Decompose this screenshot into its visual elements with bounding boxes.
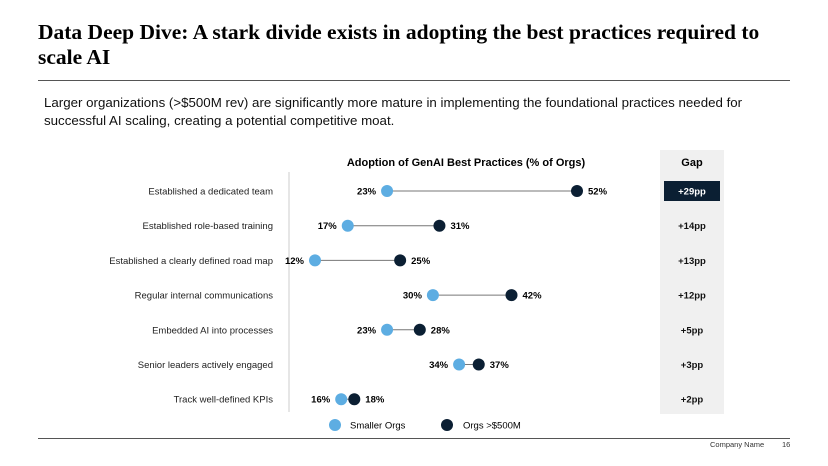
title-divider	[38, 80, 790, 81]
legend-label-large: Orgs >$500M	[463, 421, 521, 432]
point-smaller-orgs	[309, 254, 321, 267]
data-label-smaller: 16%	[311, 395, 331, 406]
data-label-large: 31%	[450, 221, 470, 232]
point-smaller-orgs	[381, 185, 394, 197]
slide-title: Data Deep Dive: A stark divide exists in…	[38, 20, 760, 69]
point-large-orgs	[413, 323, 426, 336]
category-label: Established a clearly defined road map	[109, 256, 273, 267]
footer-divider	[38, 438, 790, 439]
point-large-orgs	[394, 254, 407, 267]
data-label-smaller: 23%	[357, 325, 377, 336]
data-label-large: 52%	[588, 187, 608, 198]
data-label-large: 28%	[431, 325, 451, 336]
data-label-smaller: 17%	[318, 221, 338, 232]
gap-label: +5pp	[681, 325, 704, 336]
gap-label: +13pp	[678, 256, 706, 267]
category-label: Established a dedicated team	[148, 187, 273, 198]
data-label-smaller: 34%	[429, 360, 449, 371]
point-smaller-orgs	[426, 289, 439, 302]
point-smaller-orgs	[335, 393, 348, 406]
gap-label: +29pp	[678, 187, 706, 198]
category-label: Track well-defined KPIs	[174, 395, 274, 406]
point-large-orgs	[472, 358, 485, 371]
data-label-large: 42%	[523, 291, 543, 302]
footer-company: Company Name	[710, 440, 765, 449]
category-label: Regular internal communications	[135, 291, 274, 302]
category-label: Embedded AI into processes	[152, 325, 273, 336]
data-label-large: 37%	[490, 360, 510, 371]
point-smaller-orgs	[341, 219, 354, 232]
data-label-large: 18%	[365, 395, 385, 406]
legend-marker-large	[441, 419, 453, 431]
point-large-orgs	[571, 185, 583, 197]
point-smaller-orgs	[381, 323, 394, 336]
chart-title: Adoption of GenAI Best Practices (% of O…	[347, 157, 586, 169]
gap-label: +3pp	[681, 360, 704, 371]
gap-header: Gap	[681, 157, 703, 169]
data-label-smaller: 12%	[285, 256, 305, 267]
gap-label: +12pp	[678, 291, 706, 302]
legend-marker-smaller	[329, 419, 341, 431]
gap-label: +14pp	[678, 221, 706, 232]
data-label-smaller: 30%	[403, 291, 423, 302]
data-label-large: 25%	[411, 256, 431, 267]
legend-label-smaller: Smaller Orgs	[350, 421, 406, 432]
gap-label: +2pp	[681, 395, 704, 406]
point-large-orgs	[348, 393, 361, 406]
point-smaller-orgs	[453, 358, 466, 371]
category-label: Established role-based training	[143, 221, 273, 232]
footer-page-number: 16	[782, 440, 791, 449]
gap-highlight	[664, 181, 720, 201]
point-large-orgs	[433, 219, 446, 232]
point-large-orgs	[505, 289, 518, 302]
data-label-smaller: 23%	[357, 187, 377, 198]
slide-subtitle: Larger organizations (>$500M rev) are si…	[44, 95, 743, 128]
category-label: Senior leaders actively engaged	[138, 360, 273, 371]
